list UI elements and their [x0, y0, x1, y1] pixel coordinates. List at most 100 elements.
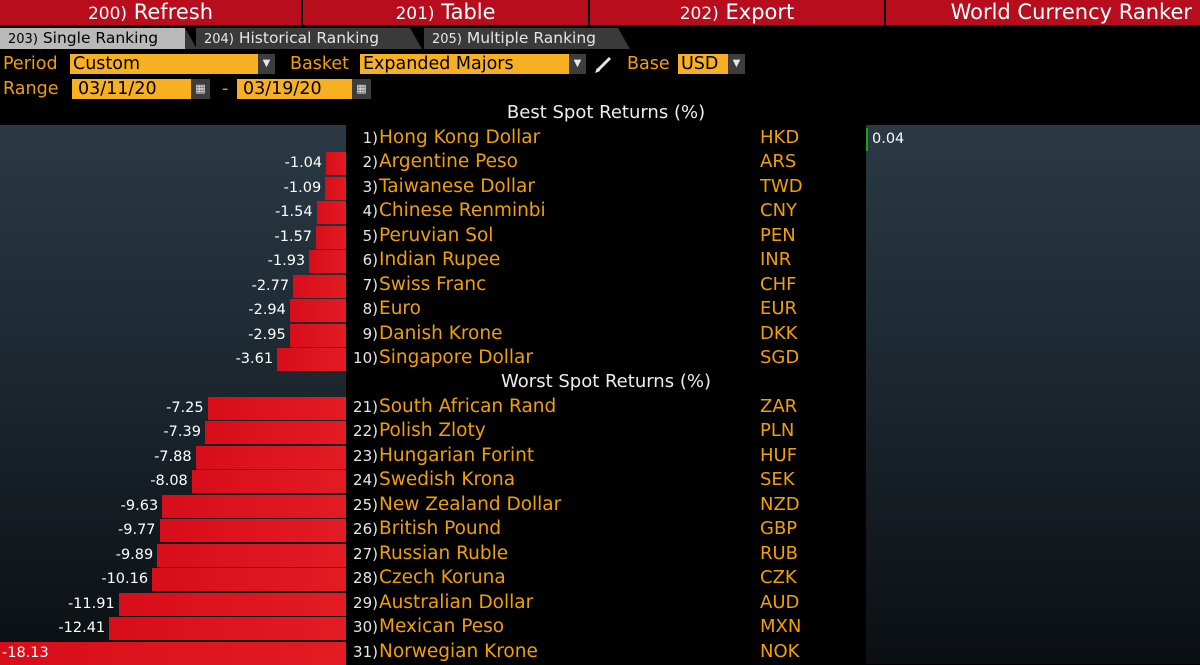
currency-name[interactable]: New Zealand Dollar — [379, 493, 562, 515]
return-value-label: -7.25 — [166, 399, 204, 416]
row-currency[interactable]: 9) — [346, 323, 378, 345]
currency-name[interactable]: Hungarian Forint — [379, 444, 535, 466]
row-currency[interactable]: 25) — [346, 494, 378, 516]
refresh-label: Refresh — [133, 0, 214, 24]
worst-returns-title: Worst Spot Returns (%) — [501, 371, 711, 392]
period-select[interactable]: Custom — [70, 54, 258, 74]
row-currency[interactable]: 29) — [346, 592, 378, 614]
return-value-label: -7.39 — [163, 424, 201, 440]
tab-single-label: Single Ranking — [42, 29, 159, 47]
range-end-input[interactable]: 03/19/20 — [237, 79, 352, 99]
row-currency[interactable]: 27) — [346, 543, 378, 565]
row-currency[interactable]: 28) — [346, 567, 378, 589]
tab-historical-ranking[interactable]: 204) Historical Ranking — [196, 28, 410, 49]
calendar-icon[interactable]: ▦ — [352, 79, 371, 99]
row-currency[interactable]: 7) — [346, 274, 378, 296]
currency-name[interactable]: Norwegian Krone — [379, 640, 538, 662]
currency-name[interactable]: Danish Krone — [379, 322, 503, 344]
menu-bar: 200) Refresh 201) Table 202) Export Worl… — [0, 0, 1200, 26]
calendar-icon[interactable]: ▦ — [191, 79, 210, 99]
positive-return-bar — [866, 127, 868, 151]
return-value-label: -1.57 — [274, 228, 313, 245]
row-currency[interactable]: 1) — [346, 127, 378, 149]
row-currency[interactable]: 31) — [346, 641, 378, 663]
currency-name[interactable]: Polish Zloty — [379, 420, 486, 441]
export-number: 202) — [679, 4, 719, 24]
return-value-label: -1.09 — [283, 179, 322, 196]
negative-return-bar — [316, 225, 346, 249]
row-currency[interactable]: 23) — [346, 445, 378, 467]
return-value-label: -9.77 — [118, 522, 156, 538]
row-rank: 8) — [362, 300, 378, 318]
currency-code: PEN — [760, 224, 796, 246]
basket-label: Basket — [290, 54, 349, 74]
negative-return-bar — [207, 396, 346, 420]
currency-name[interactable]: Indian Rupee — [379, 249, 501, 270]
return-value-label: -18.13 — [2, 644, 49, 661]
return-value-label: -1.04 — [284, 155, 323, 171]
row-currency[interactable]: 30) — [346, 616, 378, 638]
currency-name[interactable]: Czech Koruna — [379, 567, 506, 588]
currency-name[interactable]: Peruvian Sol — [379, 224, 494, 246]
currency-name[interactable]: Swiss Franc — [379, 273, 487, 295]
pencil-icon[interactable] — [594, 55, 614, 73]
currency-name[interactable]: Russian Ruble — [379, 542, 509, 564]
return-value-label: -8.08 — [150, 473, 188, 489]
currency-code: INR — [760, 249, 792, 270]
currency-code: AUD — [760, 591, 800, 613]
currency-code: PLN — [760, 420, 795, 441]
refresh-button[interactable]: 200) Refresh — [0, 0, 301, 25]
negative-return-bar — [0, 641, 346, 665]
row-rank: 2) — [362, 153, 378, 171]
row-currency[interactable]: 22) — [346, 420, 378, 442]
row-currency[interactable]: 4) — [346, 200, 378, 222]
tab-single-ranking[interactable]: 203) Single Ranking — [0, 28, 185, 49]
currency-name[interactable]: Australian Dollar — [379, 591, 534, 613]
basket-select[interactable]: Expanded Majors — [360, 54, 569, 74]
row-rank: 28) — [353, 569, 378, 587]
best-returns-title: Best Spot Returns (%) — [506, 102, 706, 123]
period-dropdown-icon[interactable]: ▼ — [258, 54, 275, 74]
return-value-label: -9.63 — [120, 497, 159, 514]
return-value-label: -12.41 — [58, 620, 106, 636]
return-value-label: -9.89 — [115, 546, 154, 563]
row-rank: 30) — [353, 618, 378, 636]
row-currency[interactable]: 24) — [346, 469, 378, 491]
base-dropdown-icon[interactable]: ▼ — [728, 54, 745, 74]
currency-name[interactable]: Chinese Renminbi — [379, 200, 546, 221]
row-currency[interactable]: 21) — [346, 396, 378, 418]
export-label: Export — [725, 0, 795, 24]
row-rank: 24) — [353, 471, 378, 489]
negative-return-bar — [159, 519, 346, 542]
currency-name[interactable]: Taiwanese Dollar — [379, 175, 535, 197]
row-rank: 6) — [362, 251, 378, 269]
currency-code: NOK — [760, 640, 800, 662]
row-rank: 3) — [362, 177, 378, 196]
currency-name[interactable]: Swedish Krona — [379, 469, 516, 490]
currency-name[interactable]: British Pound — [379, 518, 502, 539]
row-currency[interactable]: 3) — [346, 176, 378, 198]
currency-name[interactable]: Argentine Peso — [379, 151, 519, 172]
tab-separator — [618, 28, 630, 49]
currency-name[interactable]: South African Rand — [379, 395, 557, 417]
row-currency[interactable]: 26) — [346, 518, 378, 540]
return-value-label: -10.16 — [101, 571, 149, 587]
currency-name[interactable]: Hong Kong Dollar — [379, 126, 541, 148]
currency-code: HKD — [760, 126, 800, 148]
row-currency[interactable]: 5) — [346, 225, 378, 247]
row-currency[interactable]: 10) — [346, 347, 378, 369]
basket-dropdown-icon[interactable]: ▼ — [569, 54, 586, 74]
table-button[interactable]: 201) Table — [303, 0, 588, 25]
row-rank: 25) — [353, 495, 378, 514]
row-currency[interactable]: 6) — [346, 249, 378, 271]
base-select[interactable]: USD — [678, 54, 728, 74]
currency-name[interactable]: Singapore Dollar — [379, 347, 533, 368]
return-value-label: -2.94 — [248, 302, 286, 318]
range-start-input[interactable]: 03/11/20 — [72, 79, 191, 99]
row-currency[interactable]: 2) — [346, 151, 378, 173]
export-button[interactable]: 202) Export — [590, 0, 884, 25]
currency-name[interactable]: Mexican Peso — [379, 616, 505, 637]
row-currency[interactable]: 8) — [346, 298, 378, 320]
tab-multiple-ranking[interactable]: 205) Multiple Ranking — [424, 28, 618, 49]
currency-name[interactable]: Euro — [379, 298, 421, 319]
